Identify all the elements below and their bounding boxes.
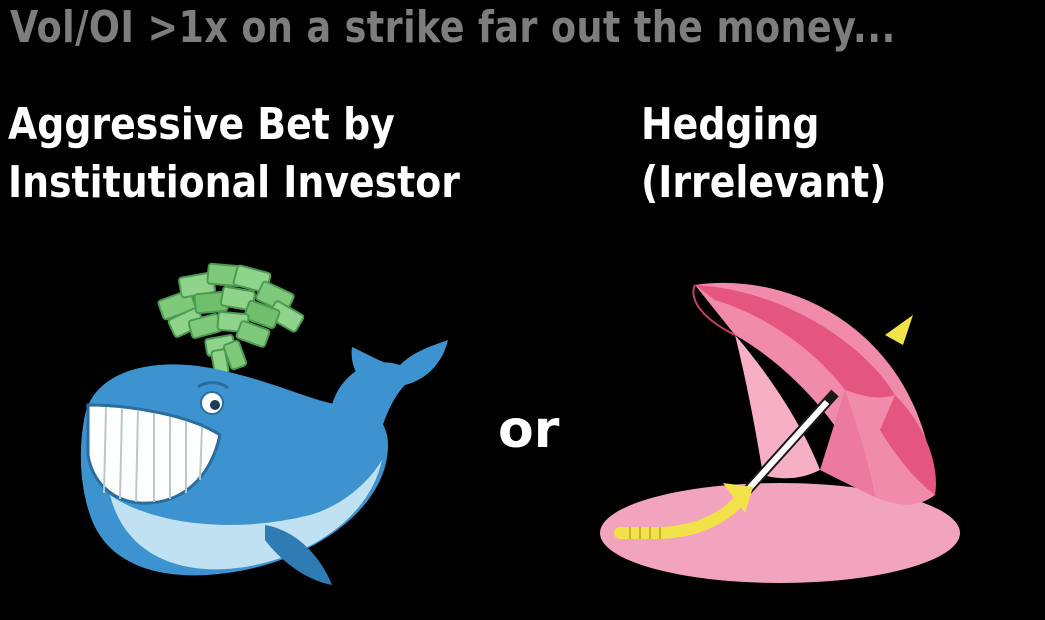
headline: Vol/OI >1x on a strike far out the money…	[10, 2, 896, 53]
umbrella-icon	[600, 282, 960, 583]
umbrella-shaft	[742, 399, 830, 496]
left-option-label: Aggressive Bet by Institutional Investor	[8, 96, 460, 212]
left-option-line2: Institutional Investor	[8, 157, 460, 208]
umbrella-canopy	[692, 282, 936, 505]
handle-arrow	[723, 483, 753, 513]
whale-spouting-money-icon	[80, 262, 448, 585]
money-spout	[157, 262, 305, 376]
or-separator: or	[498, 400, 560, 460]
umbrella-tip	[885, 315, 913, 345]
left-option-line1: Aggressive Bet by	[8, 99, 395, 150]
whale	[80, 340, 448, 585]
right-option-line1: Hedging	[641, 99, 820, 150]
right-option-label: Hedging (Irrelevant)	[641, 96, 887, 212]
umbrella-shadow	[600, 483, 960, 583]
right-option-line2: (Irrelevant)	[641, 157, 887, 208]
